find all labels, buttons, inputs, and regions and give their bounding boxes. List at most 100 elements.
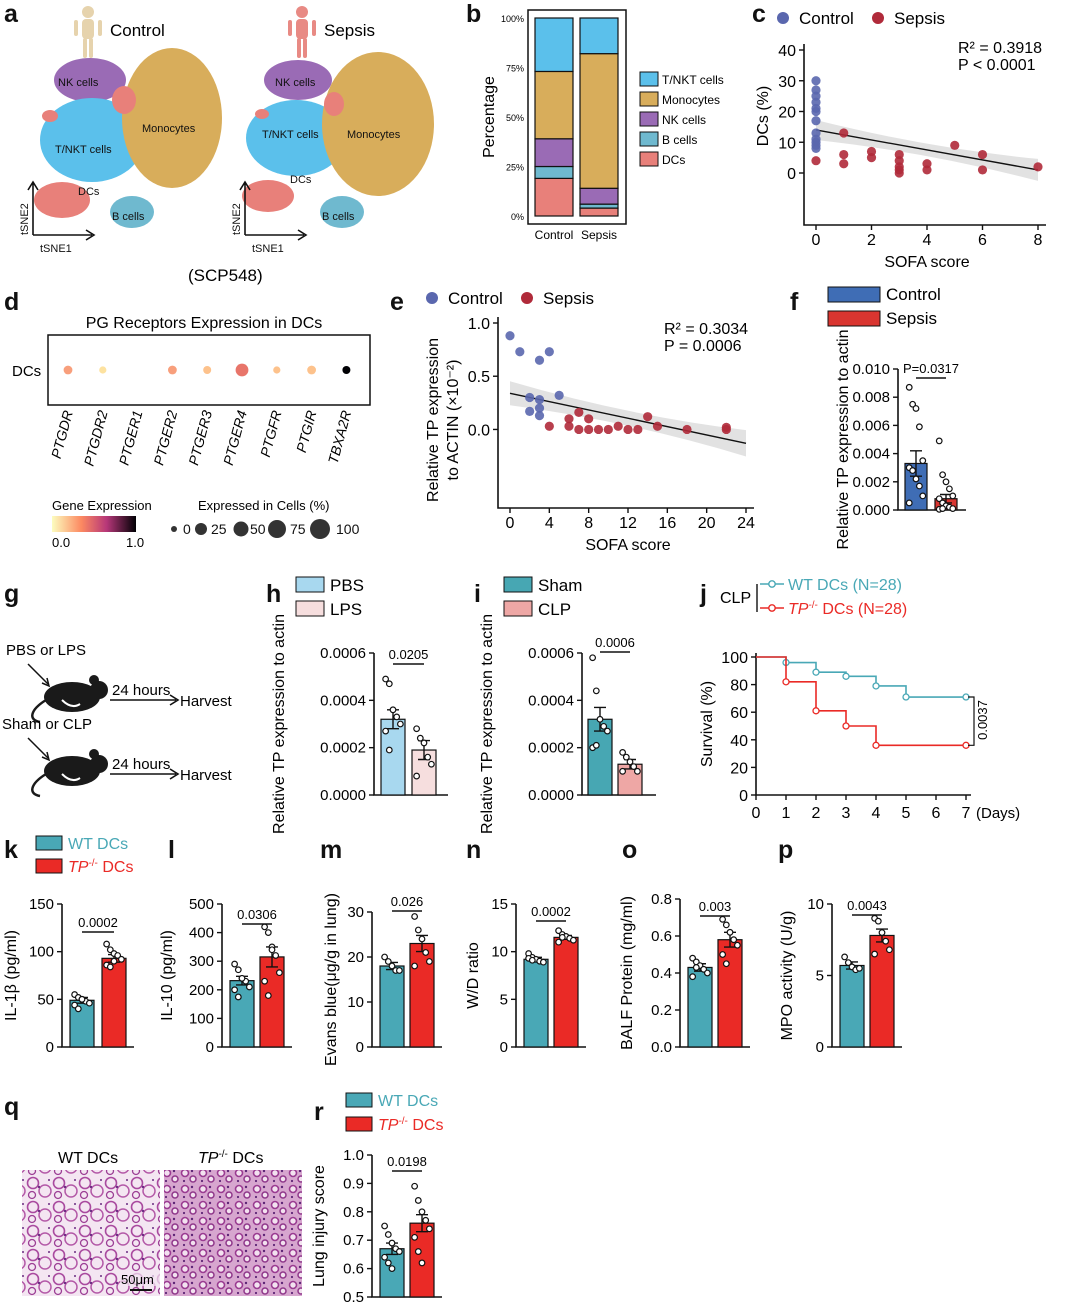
stacked-segment: [579, 17, 619, 55]
panel-letter: k: [4, 836, 18, 864]
y-tick-label: 0.6: [343, 1261, 364, 1278]
sepsis-point: [613, 421, 623, 431]
legend-pct-title: Expressed in Cells (%): [198, 498, 330, 513]
y-tick-label: 20: [778, 105, 796, 122]
y-tick-label: 10: [491, 944, 508, 961]
legend-label: T/NKT cells: [662, 73, 724, 87]
dotplot-title: PG Receptors Expression in DCs: [86, 315, 323, 332]
legend-r: WT DCs TP-/- DCs: [345, 1092, 443, 1134]
control-point: [534, 355, 545, 365]
data-point: [942, 478, 950, 486]
x-tick-label: 12: [619, 515, 637, 532]
label-mono: Monocytes: [142, 123, 196, 135]
tsne1-label: tSNE1: [40, 243, 72, 255]
legend-label: B cells: [662, 133, 697, 147]
label-dcs: DCs: [78, 186, 100, 198]
schematic-time-1: 24 hours: [112, 682, 170, 699]
data-point: [592, 741, 600, 749]
legend-swatch: [827, 286, 881, 303]
data-point: [935, 437, 943, 445]
gene-label: PTGDR2: [81, 408, 111, 467]
data-point: [733, 941, 741, 949]
control-point: [534, 403, 545, 413]
x-tick-label: 4: [545, 515, 554, 532]
legend-r-ko: TP-/- DCs: [378, 1116, 443, 1134]
x-axis-label: SOFA score: [884, 254, 969, 271]
schematic-line2: Sham or CLP: [2, 716, 92, 733]
cluster-tnkt: [40, 98, 144, 182]
data-point: [722, 960, 730, 968]
censor-mark: [842, 722, 850, 730]
data-point: [905, 499, 913, 507]
censor-mark: [812, 668, 820, 676]
legend-label: NK cells: [662, 113, 706, 127]
bar: [553, 936, 579, 1048]
data-point: [422, 949, 430, 956]
panel-a: Control Sepsis NK cells T/NKT cells Mono…: [19, 6, 434, 285]
data-point: [418, 1208, 426, 1216]
stacked-segment: [534, 70, 574, 140]
data-point: [878, 929, 886, 936]
bar: [839, 964, 865, 1048]
data-point: [596, 715, 604, 723]
y-tick-label: 10: [807, 896, 824, 913]
control-point: [525, 406, 535, 416]
j-legend-ko-prefix: TP: [788, 601, 809, 618]
j-legend-ko-name: DCs (N=28): [818, 601, 907, 618]
gene-dot: [307, 365, 316, 375]
x-tick-label: 24: [737, 515, 755, 532]
data-point: [234, 993, 242, 1001]
data-point: [539, 958, 547, 966]
data-point: [626, 758, 634, 766]
q-right-title: TP-/- DCs: [198, 1149, 263, 1167]
cluster-mono: [122, 48, 222, 188]
y-tick-label: 0.008: [852, 389, 890, 406]
data-point: [385, 746, 393, 754]
x-tick-label: 0: [506, 515, 515, 532]
legend-swatch: [639, 151, 659, 167]
data-point: [275, 969, 283, 977]
x-tick-label: 1: [782, 805, 791, 822]
y-tick-label: 60: [730, 705, 748, 722]
q-right-sup: -/-: [218, 1149, 227, 1160]
y-tick-label: 100: [189, 1010, 214, 1027]
label-tnkt: T/NKT cells: [55, 144, 112, 156]
data-point: [919, 492, 927, 500]
sepsis-point: [682, 424, 692, 435]
control-point: [554, 390, 564, 400]
censor-mark: [872, 741, 880, 749]
p-value: 0.026: [391, 894, 424, 909]
data-point: [110, 957, 118, 965]
data-point: [569, 936, 577, 944]
control-point: [534, 411, 545, 421]
data-point: [414, 1248, 422, 1255]
axis-line: [755, 653, 971, 796]
data-point: [730, 936, 738, 944]
legend-k-wt: WT DCs: [68, 836, 128, 853]
data-point: [909, 400, 917, 408]
panel-k-bar: 0 50 100 150 IL-1β (pg/ml) 0.0002: [3, 896, 134, 1056]
control-point: [515, 347, 525, 357]
data-point: [416, 734, 424, 742]
x-tick-label: 2: [867, 232, 876, 249]
data-point: [103, 940, 111, 948]
pct-tick: 50: [250, 521, 266, 537]
control-point: [534, 395, 545, 405]
data-point: [592, 687, 600, 695]
data-point: [381, 1253, 389, 1261]
tsne-axes-sepsis: [239, 180, 308, 241]
tsne1-label-sepsis: tSNE1: [252, 243, 284, 255]
label-bcells-sepsis: B cells: [322, 211, 355, 223]
data-point: [589, 654, 597, 662]
gene-label: PTGER4: [220, 408, 250, 466]
data-point: [264, 929, 272, 936]
data-point: [912, 405, 920, 412]
q-right-suffix: DCs: [228, 1150, 264, 1167]
data-point: [414, 1197, 422, 1204]
sepsis-point: [977, 149, 988, 160]
legend-swatch: [827, 310, 881, 327]
y-axis-label: Relative TP expression to actin: [479, 614, 496, 834]
stacked-segment: [579, 187, 619, 205]
